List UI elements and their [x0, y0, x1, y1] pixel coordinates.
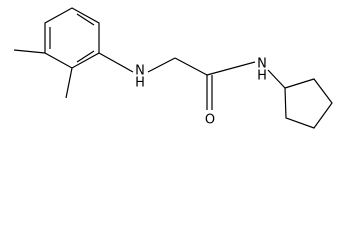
- aromatic-double-bond: [76, 13, 95, 26]
- bonds: [13, 7, 333, 129]
- bond: [206, 61, 256, 76]
- bond: [98, 52, 134, 73]
- bond: [147, 57, 176, 73]
- page: N H O N H (() => { const data = JSON.par…: [13, 7, 333, 129]
- bond: [174, 57, 208, 76]
- methyl-bond: [13, 49, 46, 54]
- atom-label: N: [135, 64, 145, 79]
- cyclopentane-ring: [284, 78, 333, 129]
- bond: [267, 69, 286, 89]
- atom-label: H: [135, 76, 145, 91]
- aromatic-double-bond: [76, 50, 95, 63]
- atom-label: N: [257, 57, 267, 72]
- atom-label: O: [205, 113, 215, 128]
- methyl-bond: [65, 67, 73, 99]
- benzene-ring: [44, 7, 100, 69]
- atom-label: H: [257, 69, 267, 84]
- molecule-diagram: N H O N H: [13, 7, 333, 129]
